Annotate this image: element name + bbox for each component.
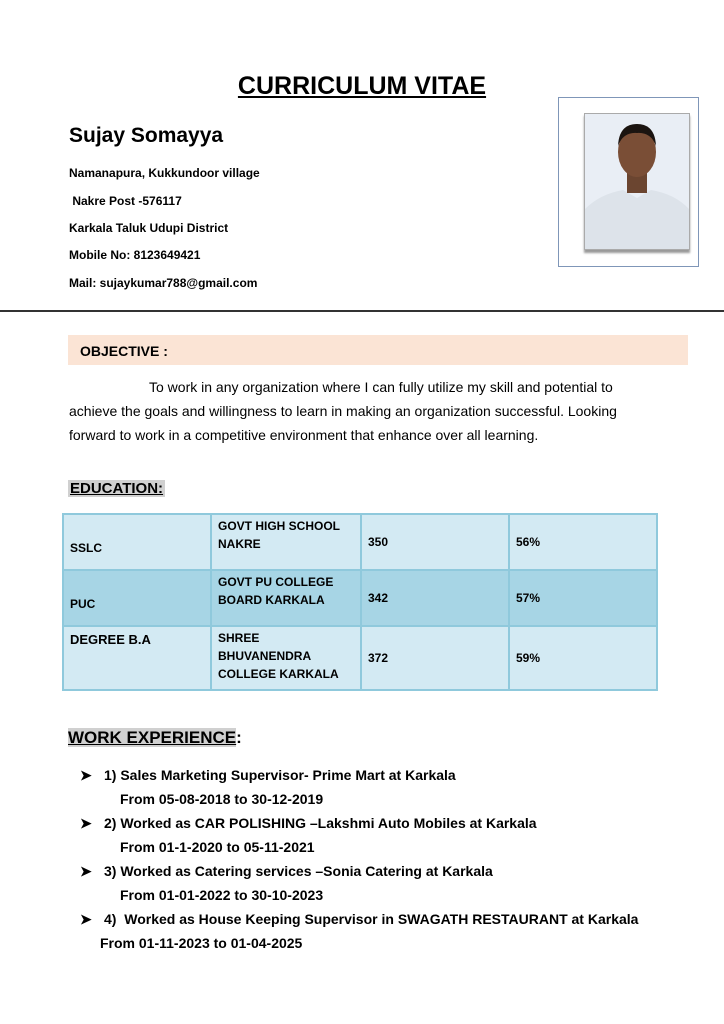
education-table: SSLC GOVT HIGH SCHOOL NAKRE 350 56% PUC … [62,513,658,691]
arrow-bullet-icon: ➤ [80,815,92,831]
education-heading: EDUCATION: [68,480,166,497]
marks: 342 [360,569,510,627]
list-item: ➤ 3) Worked as Catering services –Sonia C… [80,859,638,883]
work-experience-heading: WORK EXPERIENCE: [68,728,242,748]
list-item: ➤ 2) Worked as CAR POLISHING –Lakshmi Aut… [80,811,638,835]
job-title: 4) Worked as House Keeping Supervisor in… [104,911,639,927]
email: Mail: sujaykumar788@gmail.com [69,276,258,290]
mobile-number: Mobile No: 8123649421 [69,248,201,262]
objective-heading: OBJECTIVE : [80,343,168,359]
table-row: PUC GOVT PU COLLEGE BOARD KARKALA 342 57… [62,569,658,627]
job-title: 2) Worked as CAR POLISHING –Lakshmi Auto… [104,815,537,831]
marks: 372 [360,625,510,691]
candidate-name: Sujay Somayya [69,124,224,147]
list-item: ➤ 4) Worked as House Keeping Supervisor i… [80,907,638,931]
course: SSLC [62,513,212,571]
arrow-bullet-icon: ➤ [80,767,92,783]
list-item: ➤ 1) Sales Marketing Supervisor- Prime Ma… [80,763,638,787]
job-period: From 01-11-2023 to 01-04-2025 [100,935,303,951]
address-line: Nakre Post -576117 [69,194,182,208]
course: DEGREE B.A [62,625,212,691]
heading-colon: : [236,728,242,747]
address-line: Namanapura, Kukkundoor village [69,166,260,180]
institution: GOVT PU COLLEGE BOARD KARKALA [210,569,362,627]
objective-text: To work in any organization where I can … [69,379,617,443]
job-period: From 01-01-2022 to 30-10-2023 [120,887,324,903]
work-heading-text: WORK EXPERIENCE [68,728,237,747]
job-title: 1) Sales Marketing Supervisor- Prime Mar… [104,767,456,783]
table-row: SSLC GOVT HIGH SCHOOL NAKRE 350 56% [62,513,658,571]
job-period: From 01-1-2020 to 05-11-2021 [120,839,315,855]
address-line: Karkala Taluk Udupi District [69,221,229,235]
course: PUC [62,569,212,627]
marks: 350 [360,513,510,571]
percentage: 56% [508,513,658,571]
institution: SHREE BHUVANENDRA COLLEGE KARKALA [210,625,362,691]
job-title: 3) Worked as Catering services –Sonia Ca… [104,863,493,879]
divider [0,310,724,312]
profile-photo [584,113,690,250]
arrow-bullet-icon: ➤ [80,863,92,879]
objective-header-bar [68,335,688,365]
institution: GOVT HIGH SCHOOL NAKRE [210,513,362,571]
table-row: DEGREE B.A SHREE BHUVANENDRA COLLEGE KAR… [62,625,658,691]
document-title: CURRICULUM VITAE [237,72,487,100]
arrow-bullet-icon: ➤ [80,911,92,927]
work-list: ➤ 1) Sales Marketing Supervisor- Prime Ma… [80,763,638,955]
job-period: From 05-08-2018 to 30-12-2019 [120,791,324,807]
percentage: 57% [508,569,658,627]
percentage: 59% [508,625,658,691]
